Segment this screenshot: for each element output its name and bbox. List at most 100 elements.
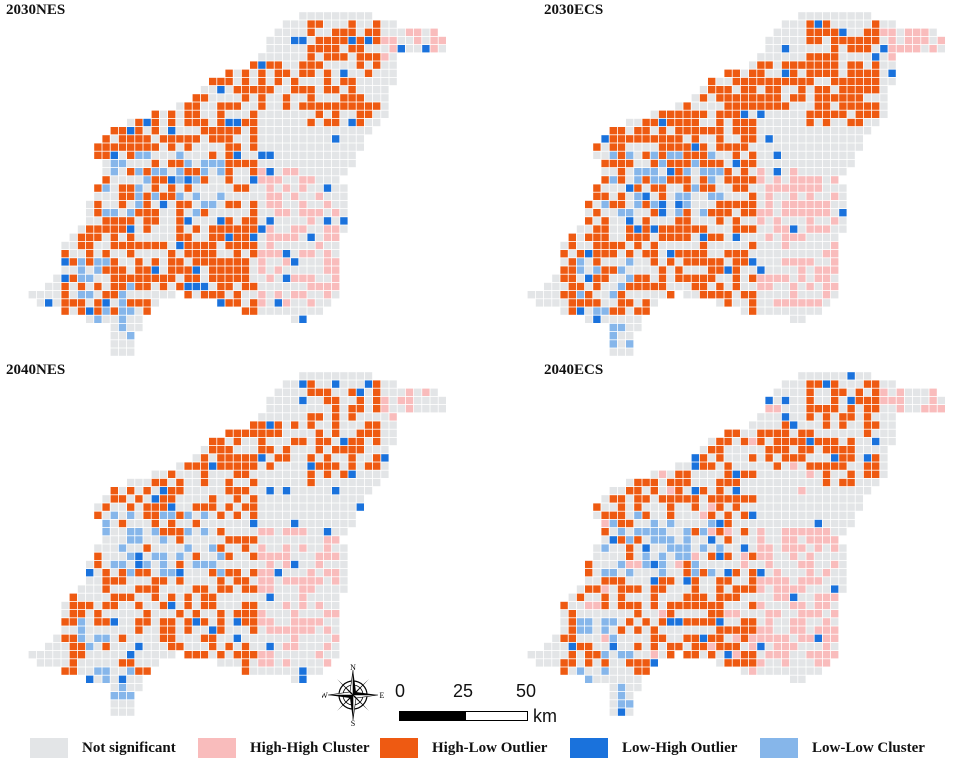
grid-cell-not-significant xyxy=(863,118,872,127)
grid-cell-not-significant xyxy=(184,151,192,159)
grid-cell-high-low xyxy=(94,511,102,519)
grid-cell-high-low xyxy=(675,470,683,478)
grid-cell-not-significant xyxy=(135,610,143,618)
grid-cell-not-significant xyxy=(151,651,159,659)
grid-cell-not-significant xyxy=(576,585,585,593)
grid-cell-high-low xyxy=(373,380,381,388)
grid-cell-high-low xyxy=(135,585,143,593)
grid-cell-low-low xyxy=(77,626,86,634)
grid-cell-high-high xyxy=(266,233,274,241)
grid-cell-not-significant xyxy=(225,184,233,192)
grid-cell-high-low xyxy=(634,626,642,634)
grid-cell-high-low xyxy=(683,225,691,233)
grid-cell-not-significant xyxy=(609,192,617,200)
grid-cell-low-low xyxy=(626,151,634,159)
grid-cell-not-significant xyxy=(299,192,307,200)
grid-cell-high-low xyxy=(863,86,872,94)
grid-cell-not-significant xyxy=(757,495,765,503)
grid-cell-high-low xyxy=(781,421,790,429)
grid-cell-not-significant xyxy=(740,233,749,241)
grid-cell-not-significant xyxy=(708,135,716,143)
grid-cell-not-significant xyxy=(159,209,168,217)
grid-cell-high-low xyxy=(217,528,225,536)
grid-cell-not-significant xyxy=(282,241,291,250)
grid-cell-not-significant xyxy=(708,454,716,462)
grid-cell-not-significant xyxy=(675,634,683,642)
grid-cell-not-significant xyxy=(102,274,110,282)
grid-cell-high-low xyxy=(102,135,110,143)
grid-cell-not-significant xyxy=(863,437,872,446)
grid-cell-not-significant xyxy=(127,323,135,332)
grid-cell-not-significant xyxy=(373,86,381,94)
grid-cell-high-high xyxy=(658,470,667,478)
grid-cell-high-low xyxy=(356,94,364,102)
grid-cell-low-high xyxy=(184,217,192,225)
grid-cell-not-significant xyxy=(258,560,266,569)
grid-cell-not-significant xyxy=(176,102,184,110)
grid-cell-not-significant xyxy=(790,118,798,127)
grid-cell-not-significant xyxy=(217,601,225,610)
grid-cell-high-low xyxy=(822,102,831,110)
grid-cell-low-low xyxy=(209,560,217,569)
grid-cell-not-significant xyxy=(822,552,831,560)
grid-cell-high-high xyxy=(258,266,266,274)
grid-cell-high-low xyxy=(855,45,863,53)
grid-cell-not-significant xyxy=(675,503,683,511)
grid-cell-high-low xyxy=(814,53,822,61)
grid-cell-not-significant xyxy=(315,610,323,618)
grid-cell-not-significant xyxy=(118,618,127,626)
grid-cell-not-significant xyxy=(151,618,159,626)
grid-cell-low-high xyxy=(332,380,340,388)
grid-cell-high-low xyxy=(626,659,634,667)
grid-cell-not-significant xyxy=(822,372,831,380)
grid-cell-high-low xyxy=(601,233,609,241)
grid-cell-high-low xyxy=(102,217,110,225)
grid-cell-not-significant xyxy=(839,53,847,61)
grid-cell-not-significant xyxy=(241,437,250,446)
grid-cell-low-high xyxy=(258,454,266,462)
grid-cell-not-significant xyxy=(814,503,822,511)
grid-cell-high-low xyxy=(650,184,658,192)
grid-cell-not-significant xyxy=(282,118,291,127)
grid-cell-high-high xyxy=(888,28,896,36)
grid-cell-high-low xyxy=(118,634,127,642)
grid-cell-low-high xyxy=(781,45,790,53)
grid-cell-high-low xyxy=(200,462,209,470)
grid-cell-not-significant xyxy=(585,282,593,291)
grid-cell-high-high xyxy=(291,634,299,642)
grid-cell-not-significant xyxy=(937,45,945,53)
grid-cell-not-significant xyxy=(258,282,266,291)
grid-cell-high-high xyxy=(773,299,781,307)
grid-cell-high-low xyxy=(790,94,798,102)
grid-cell-not-significant xyxy=(332,454,340,462)
grid-cell-not-significant xyxy=(773,266,781,274)
grid-cell-not-significant xyxy=(740,610,749,618)
grid-cell-not-significant xyxy=(102,233,110,241)
grid-cell-high-low xyxy=(650,601,658,610)
grid-cell-not-significant xyxy=(781,143,790,151)
grid-cell-high-low xyxy=(716,585,724,593)
grid-cell-high-low xyxy=(675,274,683,282)
grid-cell-low-high xyxy=(790,421,798,429)
grid-cell-high-low xyxy=(740,86,749,94)
grid-cell-not-significant xyxy=(716,151,724,159)
grid-cell-not-significant xyxy=(831,20,839,28)
grid-cell-not-significant xyxy=(855,446,863,454)
grid-cell-high-high xyxy=(282,552,291,560)
grid-cell-not-significant xyxy=(282,28,291,36)
grid-cell-not-significant xyxy=(560,241,568,250)
grid-cell-high-low xyxy=(724,536,732,544)
grid-cell-not-significant xyxy=(291,20,299,28)
grid-cell-high-low xyxy=(568,291,576,299)
grid-cell-low-high xyxy=(397,45,405,53)
grid-cell-high-low xyxy=(585,233,593,241)
grid-cell-not-significant xyxy=(863,372,872,380)
grid-cell-not-significant xyxy=(274,544,282,552)
grid-cell-not-significant xyxy=(315,69,323,77)
grid-cell-high-low xyxy=(650,282,658,291)
grid-cell-not-significant xyxy=(340,454,348,462)
grid-cell-high-high xyxy=(773,184,781,192)
grid-cell-high-low xyxy=(184,291,192,299)
grid-cell-not-significant xyxy=(732,528,740,536)
grid-cell-low-low xyxy=(609,634,617,642)
